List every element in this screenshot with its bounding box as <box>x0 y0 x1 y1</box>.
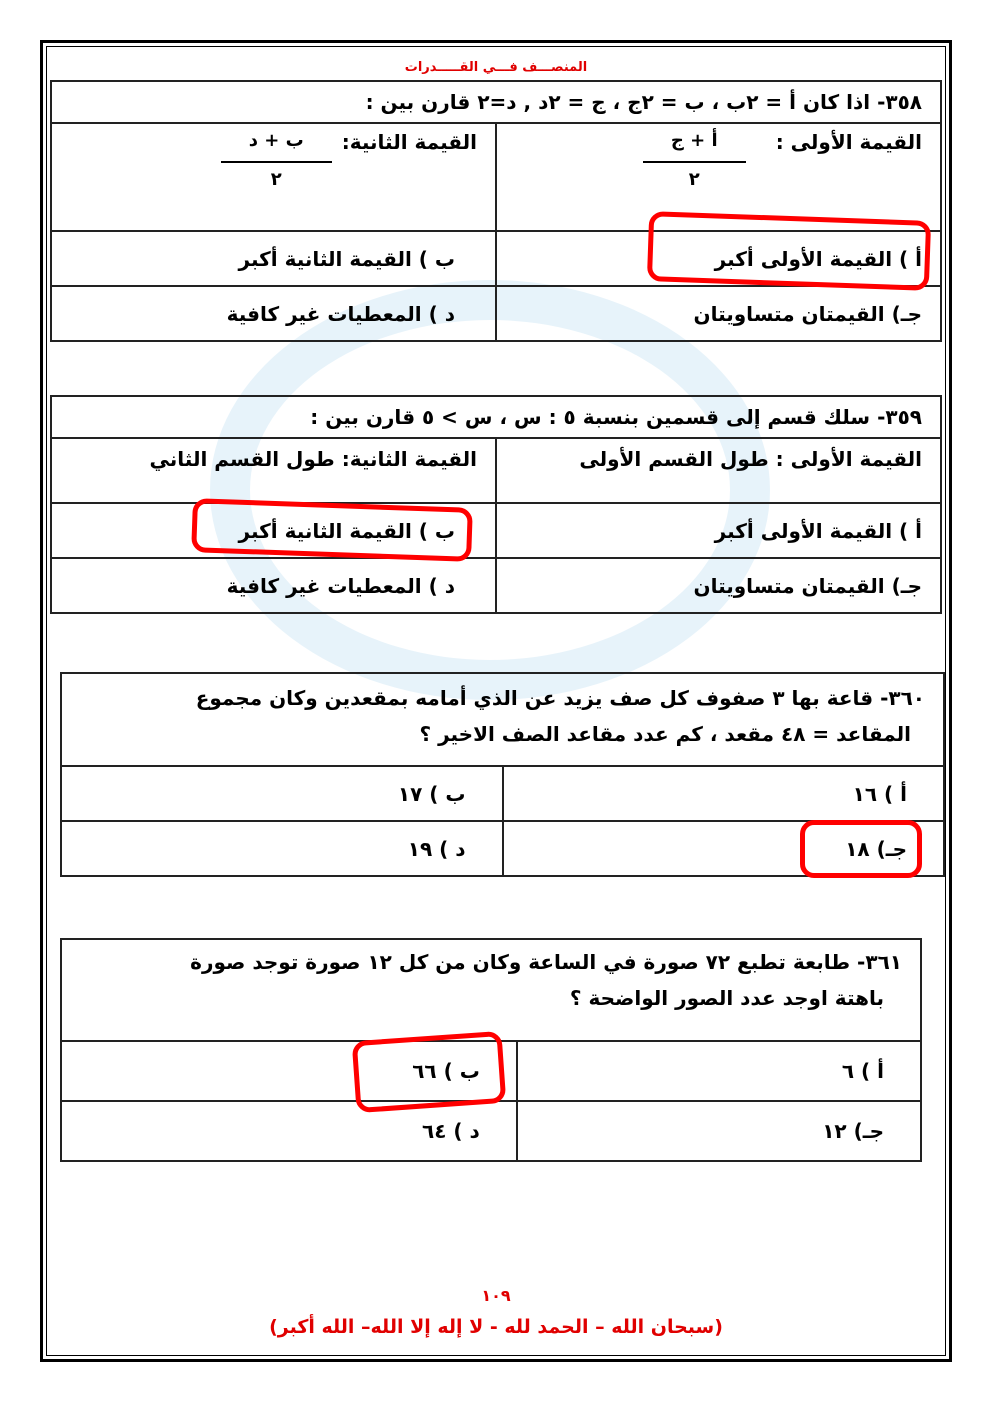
page-border <box>40 40 952 1362</box>
numerator: ب + د <box>220 130 332 163</box>
option-d[interactable]: د ) ١٩ <box>60 820 504 877</box>
denominator: ٢ <box>270 169 282 190</box>
option-b[interactable]: ب ) ١٧ <box>60 765 504 822</box>
option-d[interactable]: د ) المعطيات غير كافية <box>50 557 497 614</box>
option-c[interactable]: جـ) القيمتان متساويتان <box>495 285 942 342</box>
option-b[interactable]: ب ) القيمة الثانية أكبر <box>50 502 497 559</box>
denominator: ٢ <box>688 169 700 190</box>
numerator: أ + ج <box>642 130 746 163</box>
answer-mark <box>191 498 473 562</box>
question-359: ٣٥٩- سلك قسم إلى قسمين بنسبة ٥ : س ، س >… <box>50 395 942 614</box>
question-text: ٣٦٠- قاعة بها ٣ صفوف كل صف يزيد عن الذي … <box>60 672 945 767</box>
fraction: ب + د ٢ <box>220 130 332 190</box>
answer-mark <box>351 1030 507 1114</box>
option-d[interactable]: د ) المعطيات غير كافية <box>50 285 497 342</box>
question-text: ٣٥٨- اذا كان أ = ٢ب ، ب = ٢ج ، ج = ٢د , … <box>50 80 942 124</box>
option-a[interactable]: أ ) ١٦ <box>501 765 945 822</box>
answer-mark <box>800 820 922 878</box>
option-a[interactable]: أ ) القيمة الأولى أكبر <box>495 230 942 287</box>
question-358: ٣٥٨- اذا كان أ = ٢ب ، ب = ٢ج ، ج = ٢د , … <box>50 80 942 342</box>
answer-mark <box>646 211 932 291</box>
question-360: ٣٦٠- قاعة بها ٣ صفوف كل صف يزيد عن الذي … <box>60 672 945 877</box>
question-line: ٣٦١- طابعة تطبع ٧٢ صورة في الساعة وكان م… <box>190 950 902 974</box>
footer-text: (سبحان الله – الحمد لله - لا إله إلا الل… <box>269 1316 723 1338</box>
page-header: المنصـــف فـــي القـــــدرات <box>404 60 588 75</box>
question-line: المقاعد = ٤٨ مقعد ، كم عدد مقاعد الصف ال… <box>419 722 911 746</box>
question-text: ٣٦١- طابعة تطبع ٧٢ صورة في الساعة وكان م… <box>60 938 922 1042</box>
option-a[interactable]: أ ) ٦ <box>515 1040 923 1102</box>
question-361: ٣٦١- طابعة تطبع ٧٢ صورة في الساعة وكان م… <box>60 938 923 1162</box>
second-value-label: القيمة الثانية: <box>341 130 477 154</box>
first-value: القيمة الأولى : طول القسم الأولى <box>495 437 942 504</box>
first-value-label: القيمة الأولى : <box>775 130 922 154</box>
option-b[interactable]: ب ) ٦٦ <box>60 1040 518 1102</box>
page-border-inner <box>46 46 946 1356</box>
fraction: أ + ج ٢ <box>642 130 746 190</box>
second-value: القيمة الثانية: طول القسم الثاني <box>50 437 497 504</box>
page-number: ١٠٩ <box>481 1286 511 1305</box>
option-b[interactable]: ب ) القيمة الثانية أكبر <box>50 230 497 287</box>
question-line: باهتة اوجد عدد الصور الواضحة ؟ <box>569 986 884 1010</box>
option-d[interactable]: د ) ٦٤ <box>60 1100 518 1162</box>
option-c[interactable]: جـ) ١٨ <box>501 820 945 877</box>
first-value: القيمة الأولى : أ + ج ٢ <box>495 122 942 232</box>
second-value: القيمة الثانية: ب + د ٢ <box>50 122 497 232</box>
option-c[interactable]: جـ) القيمتان متساويتان <box>495 557 942 614</box>
question-line: ٣٦٠- قاعة بها ٣ صفوف كل صف يزيد عن الذي … <box>195 686 925 710</box>
option-c[interactable]: جـ) ١٢ <box>515 1100 923 1162</box>
question-text: ٣٥٩- سلك قسم إلى قسمين بنسبة ٥ : س ، س >… <box>50 395 942 439</box>
option-a[interactable]: أ ) القيمة الأولى أكبر <box>495 502 942 559</box>
